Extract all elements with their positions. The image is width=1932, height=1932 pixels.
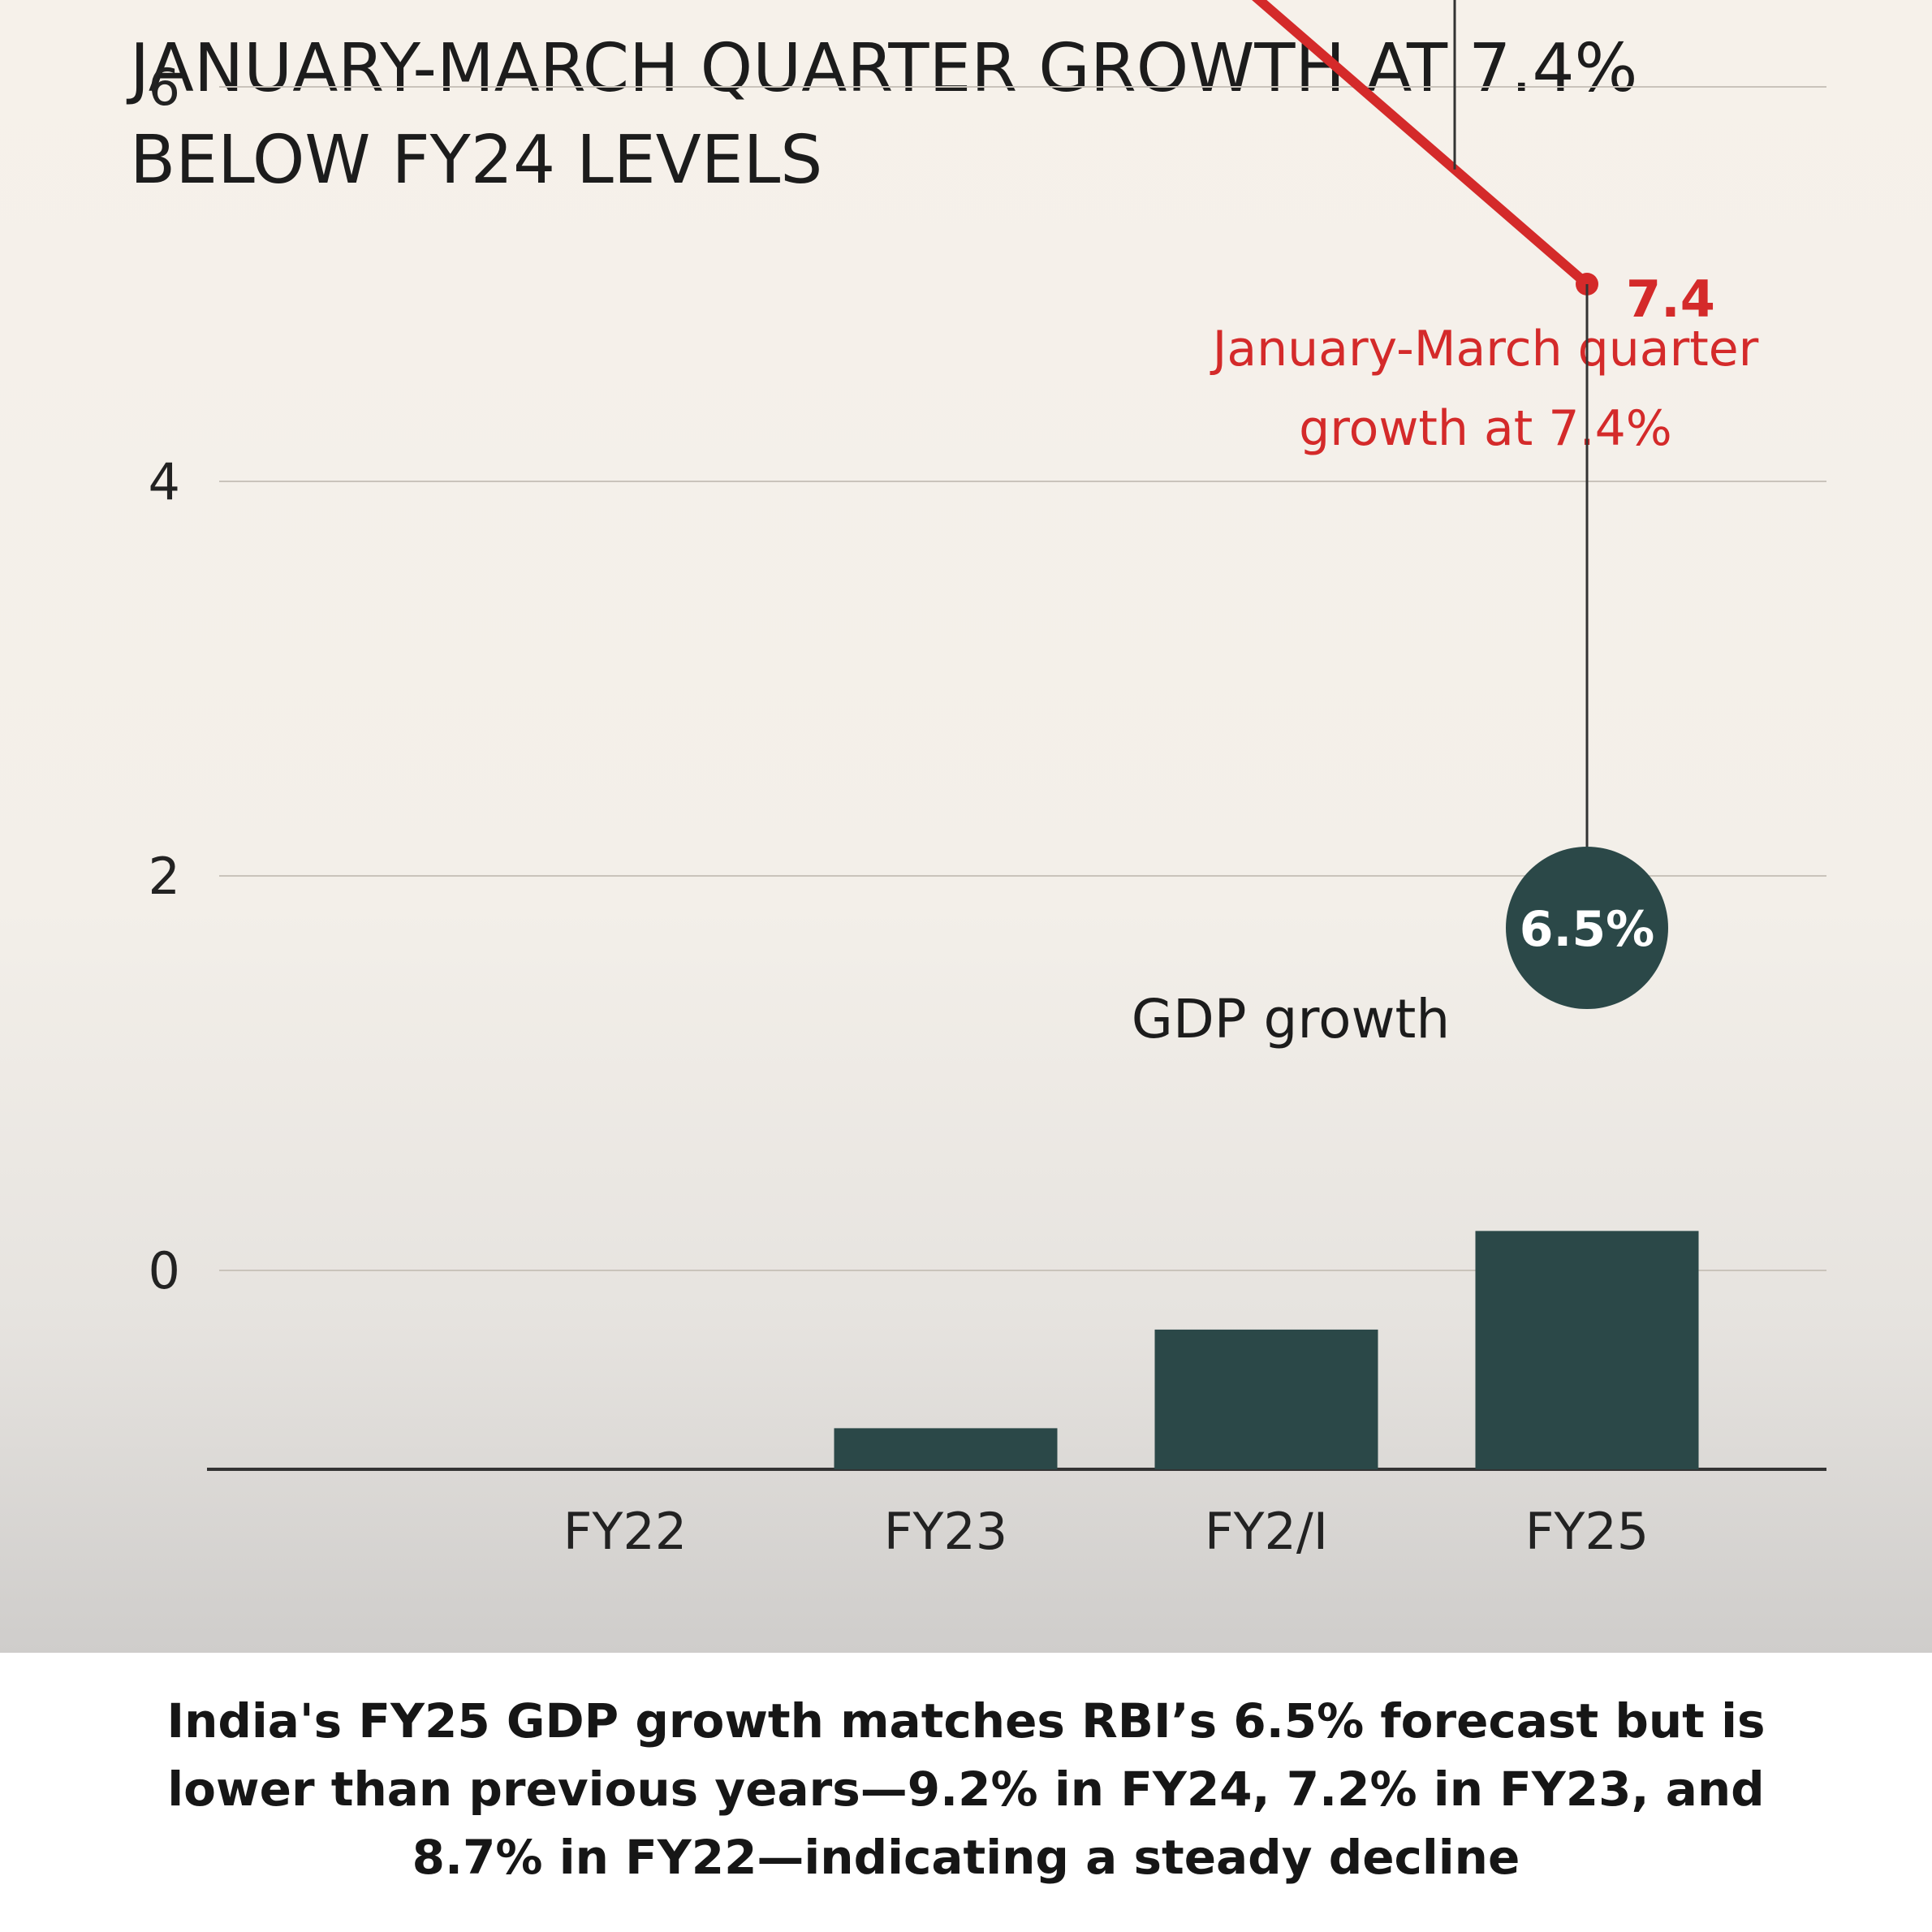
annotation-line-2: growth at 7.4% bbox=[1299, 400, 1672, 457]
gdp-growth-chart: JANUARY-MARCH QUARTER GROWTH AT 7.4% BEL… bbox=[126, 0, 1826, 1561]
bars: FY22 FY23 FY2/I FY25 bbox=[563, 1231, 1699, 1561]
y-tick-label: 6 bbox=[149, 58, 180, 117]
legend-label: GDP growth bbox=[1132, 988, 1450, 1050]
y-tick-label: 2 bbox=[149, 847, 180, 906]
bar-fy25 bbox=[1475, 1231, 1699, 1469]
bubble-label: 6.5% bbox=[1520, 901, 1654, 958]
chart-panel: JANUARY-MARCH QUARTER GROWTH AT 7.4% BEL… bbox=[0, 0, 1932, 1653]
annotation: January-March quarter growth at 7.4% 6.5… bbox=[1210, 0, 1759, 1009]
x-tick-label: FY25 bbox=[1525, 1502, 1649, 1561]
y-tick-label: 4 bbox=[149, 452, 180, 511]
forecast-bubble bbox=[1506, 847, 1668, 1009]
y-tick-label: 0 bbox=[149, 1241, 180, 1300]
annotation-line-1: January-March quarter bbox=[1210, 321, 1759, 377]
line-segment-red bbox=[1252, 0, 1592, 289]
x-tick-label: FY2/I bbox=[1205, 1502, 1328, 1561]
bar-fy24 bbox=[1154, 1329, 1378, 1469]
point-label: 7.4 bbox=[1626, 270, 1715, 329]
x-tick-label: FY23 bbox=[884, 1502, 1007, 1561]
x-tick-label: FY22 bbox=[563, 1502, 687, 1561]
bar-fy23 bbox=[834, 1428, 1058, 1469]
caption-text: India's FY25 GDP growth matches RBI’s 6.… bbox=[166, 1693, 1766, 1885]
chart-title-line-1: JANUARY-MARCH QUARTER GROWTH AT 7.4% bbox=[126, 30, 1637, 107]
chart-title-line-2: BELOW FY24 LEVELS bbox=[130, 122, 822, 199]
